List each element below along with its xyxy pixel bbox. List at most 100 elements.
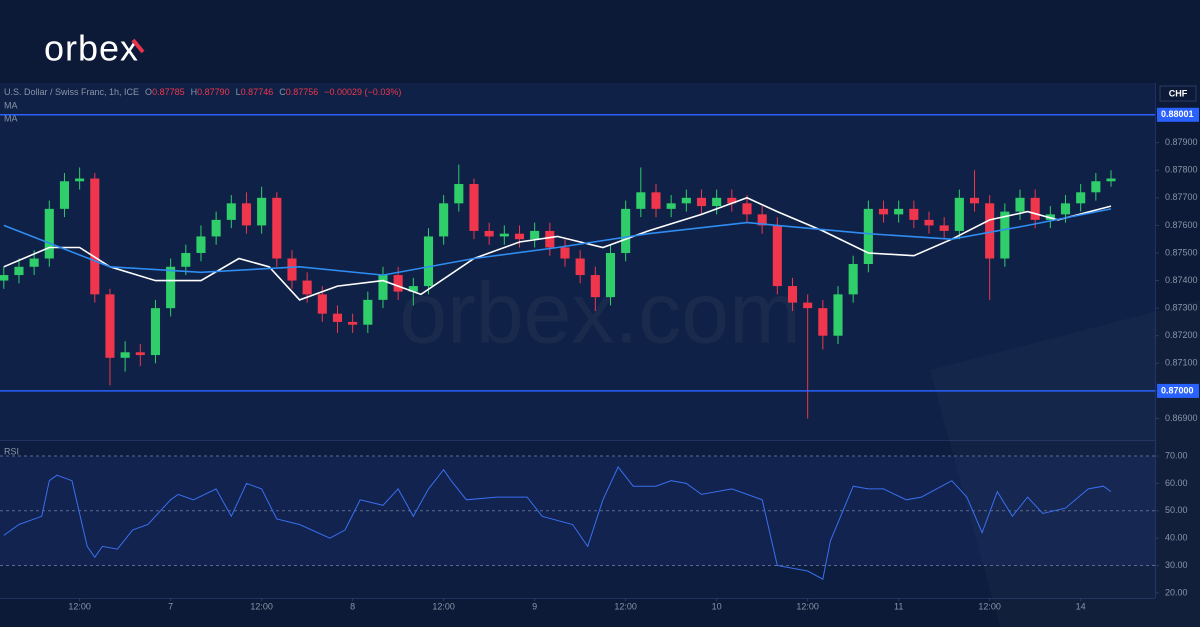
rsi-tick-label: 30.00 xyxy=(1165,560,1188,570)
y-tick-label: 0.86900 xyxy=(1165,413,1198,423)
candle-body xyxy=(954,197,964,231)
x-tick-label: 12:00 xyxy=(614,601,637,611)
candle-body xyxy=(59,181,70,209)
candle-body xyxy=(666,203,676,209)
candle-body xyxy=(742,203,752,215)
candle-body xyxy=(14,266,24,276)
candle-body xyxy=(863,208,873,265)
candle-body xyxy=(757,214,767,226)
candle-body xyxy=(423,236,434,287)
candle-body xyxy=(211,219,221,237)
x-tick-label: 12:00 xyxy=(432,601,455,611)
overlay-label: MA xyxy=(4,113,18,123)
x-tick-label: 12:00 xyxy=(978,601,1001,611)
moving-average xyxy=(3,196,1112,301)
candle-body xyxy=(590,275,600,298)
candle-body xyxy=(651,192,661,209)
watermark: orbex.com xyxy=(399,266,801,362)
y-tick-label: 0.87800 xyxy=(1165,165,1198,175)
candle-body xyxy=(681,197,691,204)
x-tick-label: 12:00 xyxy=(68,601,91,611)
candle-body xyxy=(348,321,358,325)
candle-body xyxy=(1091,181,1101,193)
candle-body xyxy=(848,264,858,295)
candle-body xyxy=(272,197,282,259)
candle-body xyxy=(969,197,980,204)
candle-body xyxy=(226,203,236,220)
candle-body xyxy=(408,286,418,292)
level-label-box xyxy=(1157,107,1199,122)
candle-body xyxy=(135,352,145,356)
currency: CHF xyxy=(1169,88,1188,98)
x-tick-label: 11 xyxy=(894,601,903,611)
ohlc-key: C xyxy=(279,87,286,97)
candle-body xyxy=(545,230,555,248)
candle-body xyxy=(120,352,130,358)
candle-body xyxy=(332,313,343,322)
candle-body xyxy=(0,275,9,281)
overlay-label: MA xyxy=(4,100,18,110)
candle-body xyxy=(621,208,631,253)
candle-body xyxy=(605,252,616,298)
rsi-tick-label: 70.00 xyxy=(1165,450,1188,460)
candle-body xyxy=(439,203,449,237)
ohlc-value: 0.87756 xyxy=(286,87,319,97)
candle-body xyxy=(302,280,312,295)
y-tick-label: 0.87100 xyxy=(1165,358,1198,368)
rsi-tick-label: 60.00 xyxy=(1165,478,1188,488)
candle-body xyxy=(514,233,525,240)
candle-body xyxy=(469,184,479,231)
symbol: U.S. Dollar / Swiss Franc, 1h, ICE xyxy=(4,87,139,97)
candle-body xyxy=(909,208,919,220)
candle-body xyxy=(393,275,403,292)
x-tick-label: 12:00 xyxy=(796,601,819,611)
y-tick-label: 0.87900 xyxy=(1165,137,1198,147)
rsi-tick-label: 20.00 xyxy=(1165,587,1188,597)
candle-body xyxy=(833,294,843,336)
candle-body xyxy=(772,225,782,287)
candle-body xyxy=(196,236,206,253)
candle-body xyxy=(241,203,252,226)
candle-body xyxy=(317,294,327,314)
candle-body xyxy=(803,302,813,309)
moving-average xyxy=(3,208,1112,276)
level-label: 0.88001 xyxy=(1161,109,1194,119)
ohlc-key: L xyxy=(236,87,241,97)
x-tick-label: 14 xyxy=(1076,601,1086,611)
change: −0.00029 (−0.03%) xyxy=(324,87,401,97)
candle-body xyxy=(894,208,904,215)
level-label: 0.87000 xyxy=(1161,385,1194,395)
candle-body xyxy=(1015,197,1025,212)
candle-body xyxy=(560,247,570,259)
x-tick-label: 8 xyxy=(350,601,355,611)
y-tick-label: 0.87200 xyxy=(1165,330,1198,340)
candle-body xyxy=(818,308,828,336)
logo-accent xyxy=(131,38,145,54)
candle-body xyxy=(378,275,388,300)
level-label-box xyxy=(1157,383,1199,398)
ohlc-key: O xyxy=(145,87,152,97)
candle-body xyxy=(1000,211,1010,259)
y-tick-label: 0.87500 xyxy=(1165,247,1198,257)
candle-body xyxy=(727,197,737,204)
rsi-tick-label: 50.00 xyxy=(1165,505,1188,515)
candle-body xyxy=(166,266,176,309)
ohlc-value: 0.87790 xyxy=(197,87,230,97)
candle-body xyxy=(636,192,646,209)
candle-body xyxy=(150,308,161,356)
x-tick-label: 10 xyxy=(712,601,722,611)
candle-body xyxy=(696,197,707,207)
candle-body xyxy=(181,252,191,267)
ohlc-key: H xyxy=(191,87,198,97)
x-tick-label: 7 xyxy=(168,601,173,611)
candle-body xyxy=(90,178,100,295)
candle-body xyxy=(484,230,494,237)
candle-body xyxy=(75,178,85,182)
indicator-label: RSI xyxy=(4,446,19,456)
rsi-tick-label: 40.00 xyxy=(1165,533,1188,543)
x-tick-label: 12:00 xyxy=(250,601,273,611)
ohlc-value: 0.87746 xyxy=(241,87,274,97)
candle-body xyxy=(29,258,39,267)
y-tick-label: 0.87400 xyxy=(1165,275,1198,285)
